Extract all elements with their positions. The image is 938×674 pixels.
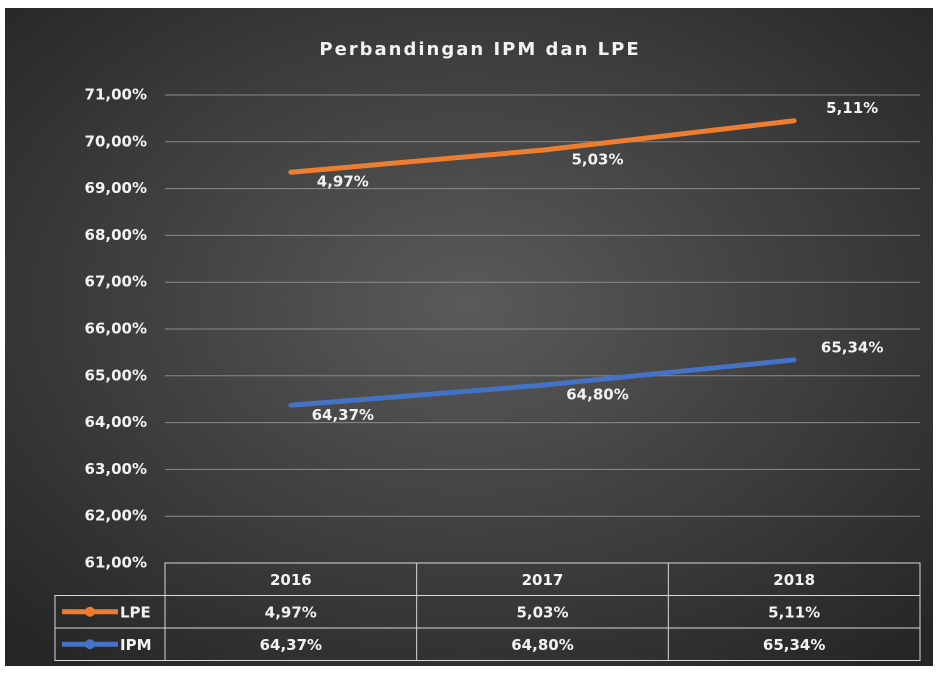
chart-background (5, 8, 933, 666)
data-label: 64,37% (312, 406, 374, 424)
x-tick-label: 2017 (522, 571, 564, 589)
table-cell: 4,97% (265, 603, 317, 621)
series-line (288, 357, 797, 408)
y-tick-label: 69,00% (85, 179, 147, 197)
chart-title: Perbandingan IPM dan LPE (319, 39, 640, 60)
data-label: 65,34% (821, 338, 883, 356)
y-tick-label: 70,00% (85, 132, 147, 150)
table-cell: 65,34% (763, 636, 825, 654)
y-tick-label: 66,00% (85, 320, 147, 338)
legend-label: LPE (120, 603, 151, 621)
series-line (288, 118, 797, 175)
y-tick-label: 64,00% (85, 413, 147, 431)
data-label: 5,03% (571, 151, 623, 169)
data-label: 5,11% (826, 99, 878, 117)
y-tick-label: 71,00% (85, 86, 147, 104)
y-tick-label: 62,00% (85, 507, 147, 525)
table-cell: 5,11% (768, 603, 820, 621)
table-cell: 64,80% (511, 636, 573, 654)
legend-label: IPM (120, 636, 152, 654)
y-tick-label: 67,00% (85, 273, 147, 291)
y-tick-label: 68,00% (85, 226, 147, 244)
y-tick-label: 65,00% (85, 366, 147, 384)
y-tick-label: 63,00% (85, 460, 147, 478)
x-tick-label: 2018 (773, 571, 815, 589)
table-cell: 64,37% (260, 636, 322, 654)
legend-marker (85, 606, 95, 617)
data-label: 64,80% (566, 386, 628, 404)
legend-marker (85, 639, 95, 650)
y-tick-label: 61,00% (85, 554, 147, 572)
data-label: 4,97% (317, 173, 369, 191)
data-table: 2016 2017 2018 LPE 4,97% 5,03% 5,11% IPM 64,37% 6… (54, 562, 921, 661)
plot: 4,97% 5,03% 5,11% 64,37% 64,80% 65,34% (288, 99, 883, 424)
table-cell: 5,03% (516, 603, 568, 621)
x-tick-label: 2016 (270, 571, 312, 589)
